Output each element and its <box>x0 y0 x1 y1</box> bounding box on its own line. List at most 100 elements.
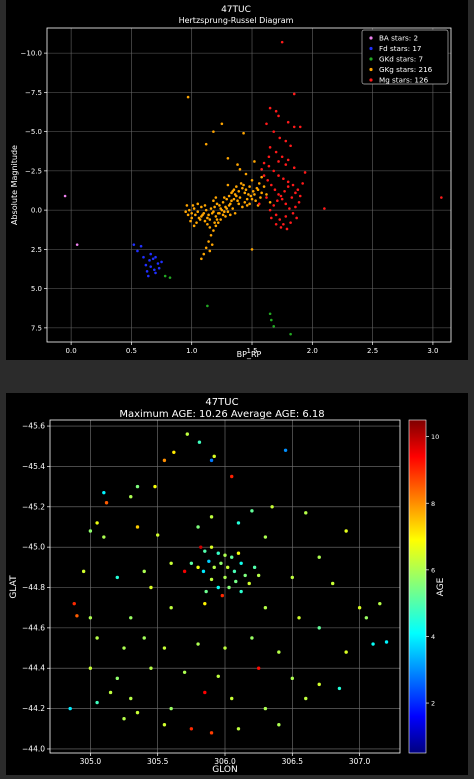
x-axis-label: BP_RP <box>237 350 262 359</box>
data-point <box>184 210 187 213</box>
y-tick-label: 2.5 <box>31 246 42 254</box>
data-point <box>256 573 261 578</box>
data-point <box>209 577 214 582</box>
data-point <box>227 194 231 198</box>
data-point <box>295 216 298 220</box>
data-point <box>197 440 202 444</box>
data-point <box>298 194 302 198</box>
data-point <box>262 174 266 177</box>
data-point <box>148 259 151 262</box>
data-point <box>218 211 221 215</box>
x-tick-label: 305.0 <box>80 757 102 766</box>
data-point <box>212 130 215 133</box>
data-point <box>236 199 239 202</box>
data-point <box>88 529 93 533</box>
data-point <box>72 601 76 606</box>
data-point <box>232 569 237 574</box>
data-point <box>155 533 160 537</box>
data-point <box>149 265 153 268</box>
y-axis-label: Absolute Magnitude <box>10 145 19 225</box>
data-point <box>129 616 133 620</box>
x-axis-label: GLON <box>212 765 237 775</box>
data-point <box>292 125 296 129</box>
data-point <box>239 561 243 565</box>
data-point <box>142 569 146 574</box>
colorbar-tick-label: 8 <box>431 500 435 508</box>
data-point <box>235 194 238 198</box>
data-point <box>220 122 224 126</box>
data-point <box>294 205 297 209</box>
data-point <box>245 197 249 201</box>
data-point <box>285 227 289 231</box>
data-point <box>244 172 248 176</box>
data-point <box>227 585 231 590</box>
data-point <box>304 696 308 701</box>
x-tick-label: 0.5 <box>126 347 137 355</box>
legend-marker <box>369 57 373 61</box>
data-point <box>266 178 269 182</box>
data-point <box>278 136 282 140</box>
colorbar-tick-label: 4 <box>431 633 435 641</box>
data-point <box>225 565 230 570</box>
sky-map-panel: 47TUC Maximum AGE: 10.26 Average AGE: 6.… <box>6 393 468 775</box>
x-tick-label: 1.5 <box>246 347 257 355</box>
data-point <box>135 525 140 529</box>
data-point <box>251 189 255 193</box>
data-point <box>139 244 143 248</box>
points-layer <box>63 40 443 336</box>
data-point <box>276 199 279 202</box>
data-point <box>153 484 157 489</box>
chart-subtitle: Maximum AGE: 10.26 Average AGE: 6.18 <box>119 409 324 420</box>
data-point <box>317 626 321 630</box>
data-point <box>252 565 257 570</box>
x-tick-label: 305.5 <box>147 757 169 766</box>
data-point <box>259 196 262 199</box>
y-tick-label: −44.4 <box>22 664 45 673</box>
data-point <box>223 553 227 557</box>
colorbar-tick-label: 6 <box>431 566 435 574</box>
data-point <box>284 163 288 166</box>
data-point <box>286 158 290 162</box>
data-point <box>185 432 190 436</box>
chart-title: 47TUC <box>221 5 251 15</box>
data-point <box>200 205 203 209</box>
data-point <box>344 650 348 654</box>
data-point <box>244 188 248 192</box>
data-point <box>102 490 106 495</box>
data-point <box>229 213 232 217</box>
data-point <box>186 213 190 217</box>
data-point <box>129 696 133 701</box>
data-point <box>189 727 194 731</box>
x-tick-label: 3.0 <box>427 347 438 355</box>
data-point <box>301 182 304 185</box>
data-point <box>283 448 288 452</box>
data-point <box>115 575 120 580</box>
data-point <box>237 189 241 193</box>
data-point <box>102 535 106 539</box>
data-point <box>136 249 139 253</box>
data-point <box>263 605 268 610</box>
data-point <box>142 636 146 640</box>
x-tick-label: 306.0 <box>214 757 236 766</box>
chart-subtitle: Hertzsprung-Russel Diagram <box>179 16 294 25</box>
data-point <box>222 196 226 199</box>
y-tick-label: −2.5 <box>25 167 42 175</box>
data-point <box>253 160 256 163</box>
data-point <box>215 202 219 206</box>
data-point <box>212 229 215 232</box>
data-point <box>238 196 242 199</box>
data-point <box>263 535 268 539</box>
data-point <box>265 196 268 199</box>
data-point <box>196 525 200 529</box>
data-point <box>241 186 244 190</box>
data-point <box>203 204 207 207</box>
data-point <box>236 551 241 555</box>
data-point <box>222 210 226 213</box>
data-point <box>221 213 225 217</box>
data-point <box>163 274 167 278</box>
data-point <box>277 174 280 177</box>
data-point <box>289 144 292 148</box>
data-point <box>104 501 109 505</box>
data-point <box>248 185 251 188</box>
data-point <box>219 561 223 565</box>
